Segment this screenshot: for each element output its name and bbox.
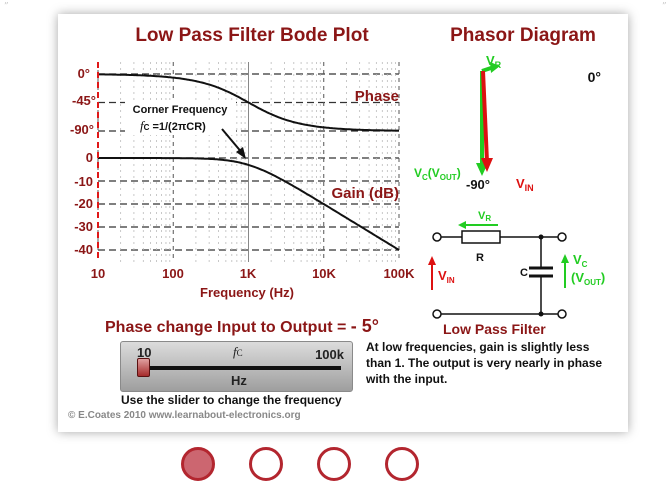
- vin-phasor-arrowhead: [481, 158, 493, 172]
- vr-circuit-arrowhead: [458, 221, 466, 229]
- phase-tick-label: -45°: [72, 93, 96, 108]
- x-tick-label: 10: [91, 266, 105, 281]
- vin-phasor-label: VIN: [516, 176, 534, 193]
- slider-unit-label: Hz: [231, 373, 247, 388]
- corner-pointer-arrowhead: [236, 147, 246, 159]
- page-dot-4[interactable]: [385, 447, 419, 481]
- corner-label-bg: [125, 101, 236, 135]
- phase-angle-readout: 0°: [588, 69, 601, 85]
- phasor-title: Phasor Diagram: [450, 25, 596, 46]
- page-dot-3[interactable]: [317, 447, 351, 481]
- corner-frequency-label: Corner Frequency: [133, 104, 229, 116]
- vc-circuit-label: VC: [573, 252, 588, 269]
- vc-circuit-arrowhead: [561, 254, 569, 263]
- input-terminal-top: [432, 232, 442, 242]
- input-terminal-bottom: [432, 309, 442, 319]
- description-text: At low frequencies, gain is slightly les…: [366, 340, 603, 386]
- corner-frequency-formula: fC =1/(2πCR): [140, 118, 206, 133]
- vc-phasor-label: VC(VOUT): [414, 166, 461, 182]
- gain-tick-label: -20: [74, 196, 93, 211]
- resistor-label: R: [476, 252, 484, 264]
- gain-tick-label: 0: [86, 150, 93, 165]
- gain-series-label: Gain (dB): [332, 185, 400, 202]
- frequency-slider-panel: 10 fC 100k Hz: [120, 341, 353, 392]
- page-dot-2[interactable]: [249, 447, 283, 481]
- junction-dot: [538, 234, 544, 240]
- vr-phasor-arrow: [481, 66, 492, 73]
- phase-series-label: Phase: [355, 88, 399, 105]
- bode-title: Low Pass Filter Bode Plot: [135, 25, 369, 46]
- corner-mark-left: ”: [4, 2, 9, 12]
- gain-tick-label: -40: [74, 242, 93, 257]
- slider-min-label: 10: [137, 345, 152, 360]
- corner-mark-right: ”: [662, 2, 667, 12]
- slider-fc-label: fC: [233, 344, 243, 359]
- vr-circuit-label: VR: [478, 210, 491, 223]
- gain-tick-label: -10: [74, 174, 93, 189]
- page-dot-1[interactable]: [181, 447, 215, 481]
- phase-change-readout: Phase change Input to Output = - 5°: [105, 316, 379, 337]
- slider-track[interactable]: [141, 366, 341, 370]
- x-axis-label: Frequency (Hz): [200, 285, 294, 300]
- phase-change-value: - 5°: [350, 316, 380, 336]
- slider-max-label: 100k: [315, 347, 344, 362]
- phase-change-text: Phase change Input to Output =: [105, 319, 351, 336]
- vin-circuit-arrowhead: [428, 256, 436, 265]
- vr-phasor-arrowhead: [490, 62, 500, 73]
- slider-hint: Use the slider to change the frequency: [121, 393, 342, 407]
- x-tick-label: 1K: [240, 266, 257, 281]
- x-tick-label: 100: [162, 266, 184, 281]
- capacitor-label: C: [520, 267, 528, 279]
- phase-tick-label: -90°: [70, 122, 94, 137]
- phase-curve: [98, 73, 399, 132]
- circuit-caption: Low Pass Filter: [443, 321, 546, 337]
- vin-circuit-label: VIN: [438, 268, 455, 285]
- minus-90-label: -90°: [466, 177, 490, 192]
- copyright-footer: © E.Coates 2010 www.learnabout-electroni…: [68, 410, 301, 421]
- vout-circuit-label: (VOUT): [571, 270, 605, 287]
- resistor-symbol: [461, 230, 501, 244]
- vin-phasor-arrow: [481, 70, 489, 163]
- output-terminal-bottom: [557, 309, 567, 319]
- junction-dot: [538, 311, 544, 317]
- slider-knob[interactable]: [137, 358, 150, 377]
- x-tick-label: 10K: [312, 266, 336, 281]
- vr-phasor-label: VR: [486, 53, 502, 70]
- x-tick-label: 100K: [383, 266, 415, 281]
- low-pass-filter-circuit: [432, 230, 567, 319]
- output-terminal-top: [557, 232, 567, 242]
- phase-tick-label: 0°: [78, 66, 90, 81]
- gain-tick-label: -30: [74, 219, 93, 234]
- gain-curve: [98, 157, 400, 251]
